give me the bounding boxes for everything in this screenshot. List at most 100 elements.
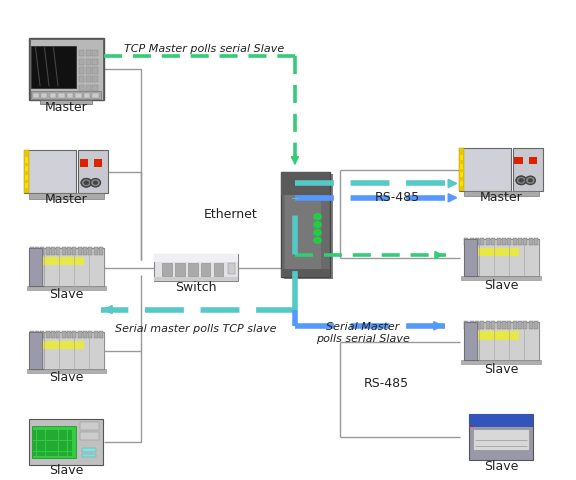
FancyBboxPatch shape <box>32 430 36 434</box>
FancyBboxPatch shape <box>464 238 468 245</box>
FancyBboxPatch shape <box>37 430 41 434</box>
FancyBboxPatch shape <box>50 446 54 451</box>
FancyBboxPatch shape <box>32 257 84 265</box>
FancyBboxPatch shape <box>471 425 472 427</box>
FancyBboxPatch shape <box>55 452 59 456</box>
FancyBboxPatch shape <box>92 93 98 98</box>
FancyBboxPatch shape <box>470 238 474 245</box>
FancyBboxPatch shape <box>473 430 529 450</box>
Text: Master: Master <box>45 101 88 114</box>
FancyBboxPatch shape <box>514 156 523 165</box>
FancyBboxPatch shape <box>29 39 103 100</box>
FancyBboxPatch shape <box>41 93 47 98</box>
FancyBboxPatch shape <box>86 59 91 65</box>
FancyBboxPatch shape <box>32 426 76 458</box>
FancyBboxPatch shape <box>67 247 71 254</box>
FancyBboxPatch shape <box>461 360 541 364</box>
Text: Slave: Slave <box>484 459 518 473</box>
FancyBboxPatch shape <box>502 238 506 245</box>
FancyBboxPatch shape <box>470 321 474 329</box>
FancyBboxPatch shape <box>285 174 321 275</box>
FancyBboxPatch shape <box>464 321 468 329</box>
FancyBboxPatch shape <box>63 452 67 456</box>
FancyBboxPatch shape <box>29 249 42 286</box>
FancyBboxPatch shape <box>188 263 198 276</box>
FancyBboxPatch shape <box>51 331 55 338</box>
FancyBboxPatch shape <box>68 441 72 445</box>
FancyBboxPatch shape <box>480 238 484 245</box>
FancyBboxPatch shape <box>24 151 76 193</box>
Text: Slave: Slave <box>49 464 84 477</box>
FancyBboxPatch shape <box>67 93 73 98</box>
FancyBboxPatch shape <box>55 435 59 440</box>
Text: Serial Master
polls serial Slave: Serial Master polls serial Slave <box>316 322 410 344</box>
FancyBboxPatch shape <box>491 238 495 245</box>
FancyBboxPatch shape <box>78 151 108 193</box>
FancyBboxPatch shape <box>73 331 77 338</box>
FancyBboxPatch shape <box>529 156 537 165</box>
Circle shape <box>313 221 322 228</box>
FancyBboxPatch shape <box>32 341 84 349</box>
FancyBboxPatch shape <box>479 323 539 360</box>
FancyBboxPatch shape <box>99 247 103 254</box>
FancyBboxPatch shape <box>32 441 36 445</box>
FancyBboxPatch shape <box>92 76 98 82</box>
FancyBboxPatch shape <box>460 181 463 186</box>
FancyBboxPatch shape <box>78 247 82 254</box>
FancyBboxPatch shape <box>63 435 67 440</box>
FancyBboxPatch shape <box>46 247 50 254</box>
FancyBboxPatch shape <box>41 441 45 445</box>
FancyBboxPatch shape <box>475 321 479 329</box>
Circle shape <box>313 237 322 244</box>
FancyBboxPatch shape <box>37 446 41 451</box>
FancyBboxPatch shape <box>50 430 54 434</box>
FancyBboxPatch shape <box>78 331 82 338</box>
FancyBboxPatch shape <box>479 239 539 276</box>
FancyBboxPatch shape <box>467 248 519 256</box>
Text: Slave: Slave <box>49 288 84 300</box>
FancyBboxPatch shape <box>154 253 237 281</box>
FancyBboxPatch shape <box>82 454 96 457</box>
FancyBboxPatch shape <box>92 67 98 73</box>
Circle shape <box>525 176 535 184</box>
FancyBboxPatch shape <box>25 157 28 163</box>
FancyBboxPatch shape <box>283 174 332 279</box>
FancyBboxPatch shape <box>497 238 501 245</box>
FancyBboxPatch shape <box>480 321 484 329</box>
FancyBboxPatch shape <box>46 446 50 451</box>
FancyBboxPatch shape <box>46 441 50 445</box>
FancyBboxPatch shape <box>94 159 102 167</box>
FancyBboxPatch shape <box>175 263 184 276</box>
Circle shape <box>313 213 322 220</box>
FancyBboxPatch shape <box>513 148 543 191</box>
Circle shape <box>518 178 524 182</box>
Text: Slave: Slave <box>484 279 518 292</box>
FancyBboxPatch shape <box>56 247 60 254</box>
FancyBboxPatch shape <box>41 435 45 440</box>
FancyBboxPatch shape <box>37 435 41 440</box>
FancyBboxPatch shape <box>35 331 39 338</box>
FancyBboxPatch shape <box>460 148 464 191</box>
FancyBboxPatch shape <box>79 159 88 167</box>
FancyBboxPatch shape <box>32 446 36 451</box>
FancyBboxPatch shape <box>68 452 72 456</box>
FancyBboxPatch shape <box>88 247 92 254</box>
FancyBboxPatch shape <box>35 247 39 254</box>
FancyBboxPatch shape <box>154 253 237 262</box>
FancyBboxPatch shape <box>32 452 36 456</box>
FancyBboxPatch shape <box>29 193 104 199</box>
Text: Serial master polls TCP slave: Serial master polls TCP slave <box>115 324 276 334</box>
FancyBboxPatch shape <box>471 425 472 427</box>
FancyBboxPatch shape <box>68 435 72 440</box>
FancyBboxPatch shape <box>40 247 44 254</box>
FancyBboxPatch shape <box>513 321 517 329</box>
FancyBboxPatch shape <box>40 331 44 338</box>
FancyBboxPatch shape <box>502 321 506 329</box>
FancyBboxPatch shape <box>467 331 519 339</box>
Text: Slave: Slave <box>49 371 84 384</box>
FancyBboxPatch shape <box>88 331 92 338</box>
FancyBboxPatch shape <box>464 191 539 196</box>
FancyBboxPatch shape <box>25 175 28 180</box>
FancyBboxPatch shape <box>75 93 82 98</box>
FancyBboxPatch shape <box>56 331 60 338</box>
